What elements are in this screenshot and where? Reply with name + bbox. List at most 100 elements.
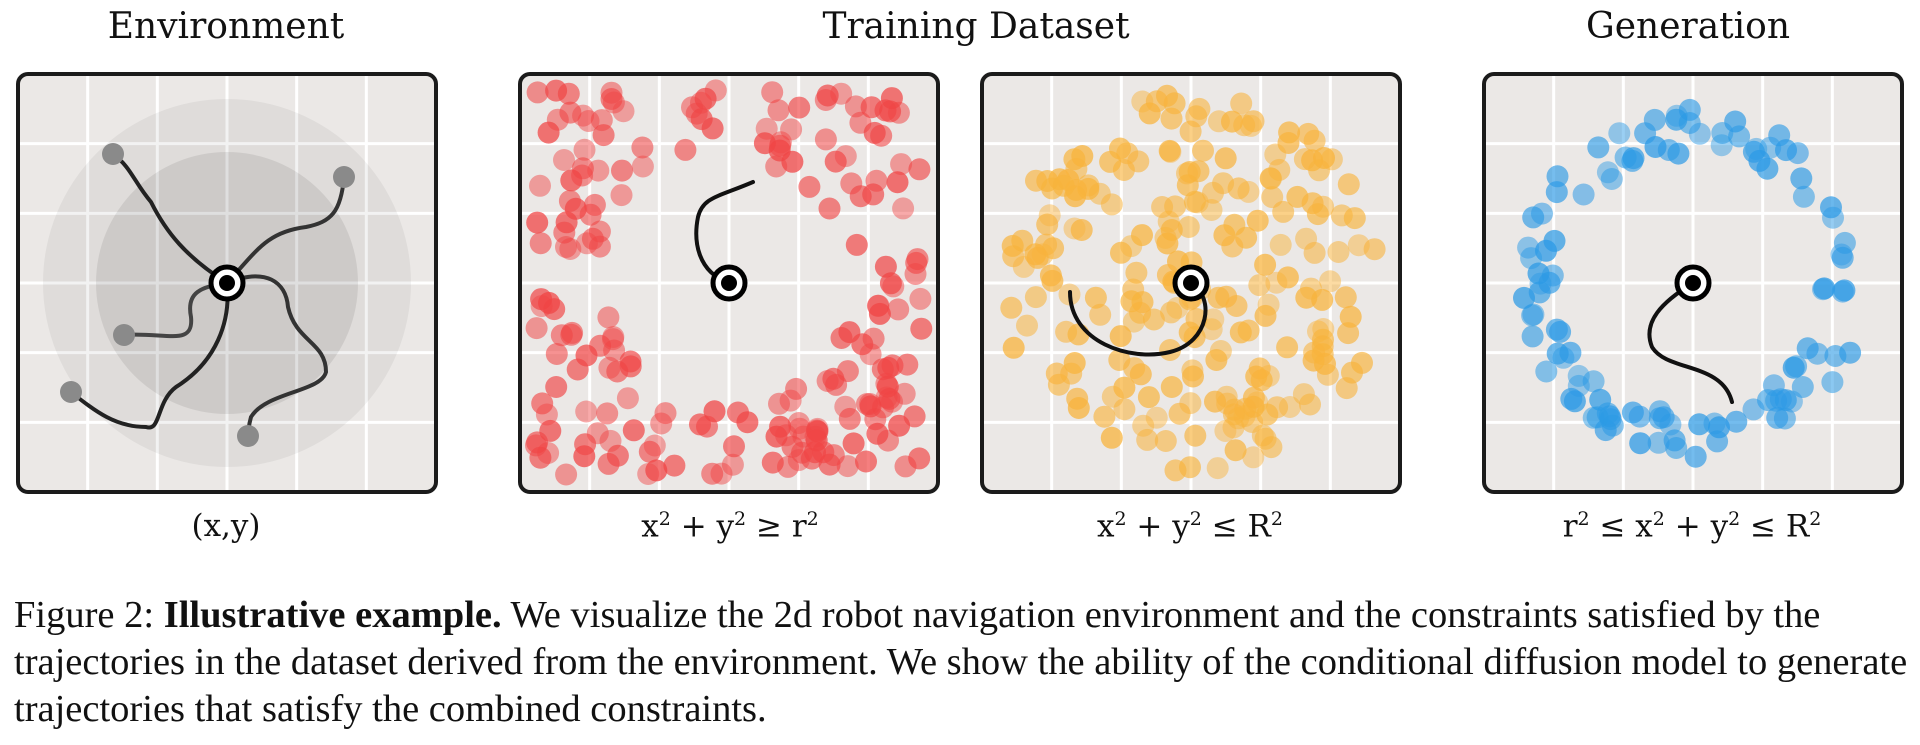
generation-formula: r2 ≤ x2 + y2 ≤ R2	[1562, 508, 1822, 545]
figure-caption: Figure 2: Illustrative example. We visua…	[14, 592, 1909, 733]
sample-point	[573, 138, 596, 161]
sample-point	[559, 101, 582, 124]
sample-point	[804, 441, 826, 464]
sample-point	[1177, 216, 1200, 238]
sample-point	[1725, 410, 1748, 433]
sample-point	[1156, 232, 1179, 255]
sample-point	[550, 324, 573, 347]
sample-point	[1100, 426, 1123, 449]
sample-point	[788, 96, 811, 119]
sample-point	[1334, 286, 1357, 309]
sample-point	[1071, 145, 1094, 167]
sample-point	[1214, 147, 1237, 170]
sample-point	[836, 455, 859, 478]
sample-point	[650, 412, 673, 435]
sample-point	[1792, 185, 1815, 208]
trajectories	[69, 152, 346, 436]
sample-point	[830, 327, 853, 349]
sample-point	[1137, 386, 1160, 409]
sample-point	[886, 171, 909, 194]
generation-title: Generation	[1585, 6, 1791, 47]
sample-point	[1292, 383, 1315, 406]
environment-title: Environment	[107, 6, 345, 47]
sample-point	[1045, 362, 1068, 385]
sample-point	[818, 197, 841, 220]
sample-point	[824, 150, 847, 173]
sample-point	[1706, 430, 1729, 453]
sample-point	[723, 435, 745, 458]
sample-point	[879, 272, 902, 295]
sample-point	[1572, 183, 1595, 206]
sample-point	[1678, 98, 1701, 121]
sample-point	[755, 117, 778, 140]
sample-point	[887, 298, 910, 321]
sample-point	[1089, 303, 1112, 326]
sample-point	[890, 153, 913, 176]
sample-point	[1224, 439, 1247, 462]
sample-point	[845, 233, 868, 256]
sample-point	[1055, 320, 1078, 343]
sample-point	[1109, 137, 1131, 160]
sample-point	[559, 238, 582, 260]
sample-point	[622, 419, 645, 442]
sample-point	[602, 91, 625, 114]
sample-point	[704, 79, 727, 102]
sample-point	[881, 354, 904, 377]
sample-point	[1221, 235, 1244, 258]
sample-point	[1297, 122, 1320, 145]
sample-point	[1785, 355, 1808, 378]
sample-point	[689, 413, 711, 436]
sample-point	[1517, 236, 1540, 259]
sample-point	[1127, 150, 1150, 173]
sample-point	[663, 454, 686, 477]
sample-point	[1546, 342, 1569, 365]
red-samples	[525, 79, 933, 486]
sample-point	[1343, 207, 1366, 230]
sample-point	[539, 419, 562, 442]
sample-point	[530, 295, 553, 318]
sample-point	[1120, 290, 1143, 313]
caption-text: We visualize the 2d robot navigation env…	[14, 594, 1908, 730]
sample-point	[1301, 192, 1324, 215]
sample-point	[529, 174, 551, 197]
sample-point	[1628, 405, 1651, 428]
target-icon	[208, 264, 246, 302]
sample-point	[1113, 398, 1136, 421]
sample-point	[1113, 376, 1136, 399]
sample-point	[816, 84, 839, 107]
sample-point	[1039, 264, 1062, 287]
sample-point	[1248, 357, 1271, 380]
sample-point	[1207, 286, 1230, 309]
sample-point	[555, 463, 578, 486]
sample-point	[849, 111, 872, 134]
sample-point	[610, 184, 633, 207]
sample-point	[1016, 314, 1038, 337]
sample-point	[538, 291, 560, 314]
sample-point	[603, 339, 626, 362]
sample-point	[1207, 110, 1230, 133]
sample-point	[1254, 427, 1277, 450]
sample-point	[1229, 321, 1252, 344]
sample-point	[1223, 213, 1246, 236]
training-orange-panel	[980, 72, 1402, 494]
sample-point	[892, 197, 915, 220]
sample-point	[1337, 173, 1360, 196]
sample-point	[553, 221, 576, 244]
sample-point	[598, 356, 621, 379]
sample-point	[1313, 147, 1335, 169]
sample-point	[876, 375, 899, 398]
sample-point	[862, 327, 885, 350]
sample-point	[736, 411, 759, 434]
sample-point	[1168, 402, 1191, 425]
sample-point	[1093, 405, 1116, 428]
sample-point	[1293, 148, 1316, 171]
sample-point	[1129, 363, 1152, 386]
sample-point	[908, 158, 931, 181]
sample-point	[645, 459, 668, 482]
sample-point	[777, 455, 799, 478]
sample-point	[860, 96, 883, 119]
sample-point	[1100, 193, 1123, 216]
sample-point	[596, 402, 619, 425]
sample-point	[1546, 165, 1569, 188]
sample-point	[822, 367, 845, 390]
